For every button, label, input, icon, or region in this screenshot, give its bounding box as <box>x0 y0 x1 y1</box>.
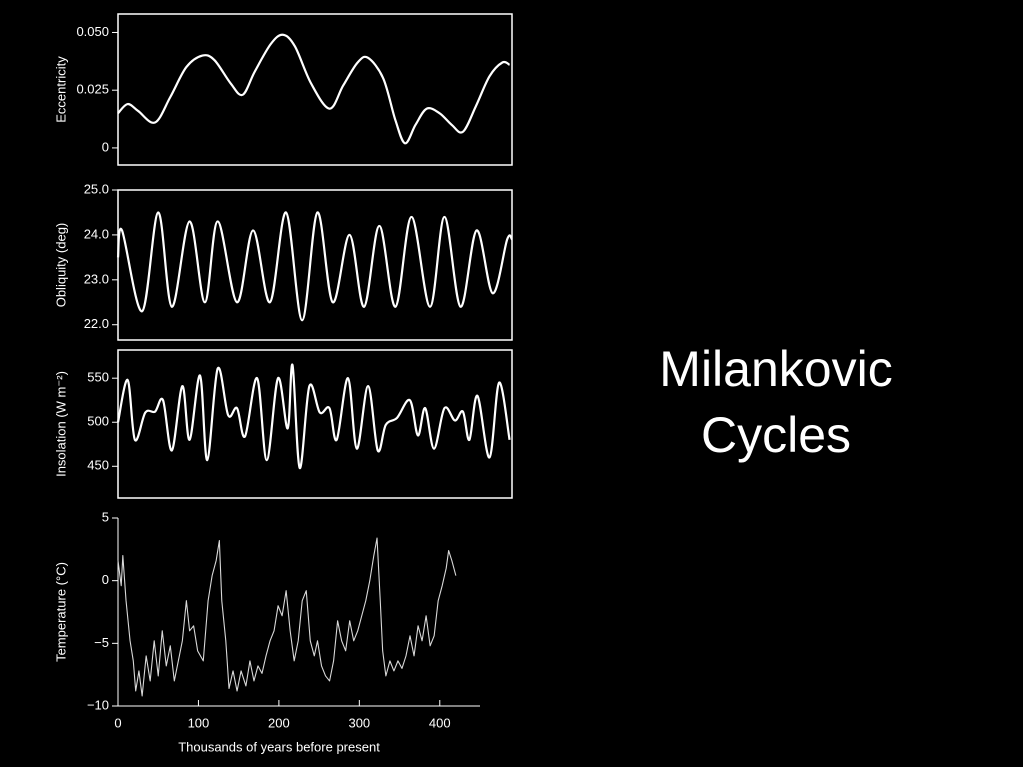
x-axis-label: Thousands of years before present <box>178 739 380 754</box>
y-tick-label: −5 <box>94 635 109 650</box>
plot-frame <box>117 189 513 341</box>
data-line <box>116 211 514 322</box>
x-tick-label: 300 <box>348 715 370 730</box>
plot-frame <box>117 13 513 166</box>
y-tick-label: 550 <box>87 370 109 385</box>
y-tick-label: 5 <box>102 509 109 524</box>
y-tick-label: 0.050 <box>76 24 109 39</box>
y-axis-label: Temperature (°C) <box>53 562 68 662</box>
y-tick-label: 23.0 <box>84 271 109 286</box>
x-tick-label: 400 <box>429 715 451 730</box>
y-tick-label: 25.0 <box>84 181 109 196</box>
y-tick-label: −10 <box>87 697 109 712</box>
slide-title: Milankovic Cycles <box>659 341 893 463</box>
y-tick-label: 0.025 <box>76 82 109 97</box>
y-axis-label: Insolation (W m⁻²) <box>53 371 68 477</box>
y-axis-label: Eccentricity <box>53 56 68 123</box>
y-tick-label: 0 <box>102 139 109 154</box>
y-tick-label: 500 <box>87 414 109 429</box>
data-line <box>117 537 457 697</box>
data-line <box>117 33 511 145</box>
plot-frame <box>117 349 513 499</box>
y-tick-label: 450 <box>87 458 109 473</box>
data-line <box>116 363 511 470</box>
y-axis-label: Obliquity (deg) <box>53 223 68 308</box>
y-tick-label: 0 <box>102 572 109 587</box>
x-tick-label: 200 <box>268 715 290 730</box>
y-tick-label: 22.0 <box>84 316 109 331</box>
x-tick-label: 100 <box>188 715 210 730</box>
y-tick-label: 24.0 <box>84 226 109 241</box>
x-tick-label: 0 <box>114 715 121 730</box>
